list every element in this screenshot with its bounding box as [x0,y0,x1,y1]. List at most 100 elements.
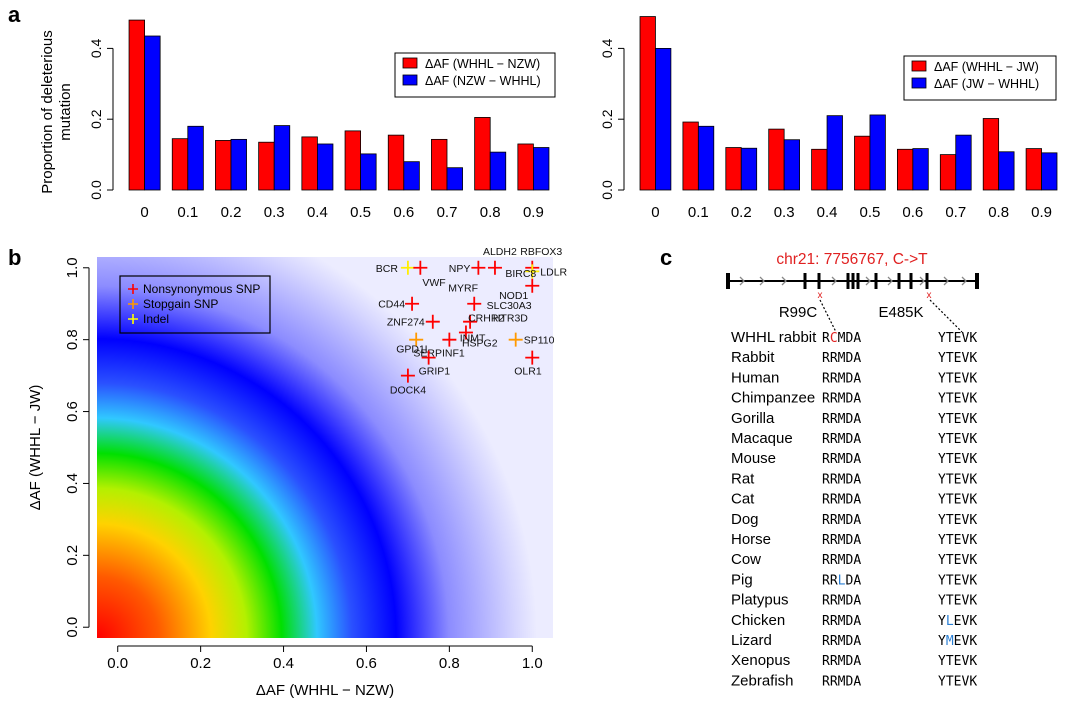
strand-arrow-icon [961,276,967,286]
exon-mark [925,273,929,289]
scatter-plot: 0.0 0.2 0.4 0.6 0.8 1.0 0.0 0.2 0.4 0.6 0.8 1.0 ΔAF … [27,246,568,699]
y-tick-label: 0.8 [64,329,81,350]
legend-swatch [402,74,418,86]
point-nod1 [525,278,540,293]
bar-red-0.7 [939,154,957,191]
pointer-line [819,299,837,333]
x-tick-label: 0.8 [988,204,1009,221]
legend-label: ΔAF (WHHL − NZW) [425,57,540,71]
point-label-vwf: VWF [422,277,445,289]
sequence-e485k: YTEVK [938,371,977,386]
bar-blue-0.2 [230,138,247,191]
strand-arrow-icon [781,276,787,286]
sequence-e485k: YTEVK [938,432,977,447]
x-tick-label: 0.9 [523,204,544,221]
mutation-title: chr21: 7756767, C->T [776,251,928,268]
legend-label: ΔAF (NZW − WHHL) [425,74,541,88]
bar-blue-0.6 [912,148,929,191]
y-tick-label: 0.2 [64,545,81,566]
bar-blue-0.7 [446,167,463,191]
x-tick-label: 0.6 [902,204,923,221]
y-tick-label: 1.0 [64,257,81,278]
sequence-r99c: RRMDA [822,634,861,649]
legend-label: Stopgain SNP [143,297,218,311]
heatmap-background [97,257,553,638]
sequence-r99c: RRMDA [822,654,861,669]
x-axis-label: ΔAF (WHHL − NZW) [256,682,394,699]
species-name: Cat [731,491,755,508]
sequence-r99c: RRMDA [822,513,861,528]
y-tick-label: 0.6 [64,401,81,422]
bar-blue-0 [655,48,672,191]
point-znf274 [425,314,440,329]
bar-red-0.4 [811,148,828,191]
point-label-cd44: CD44 [378,299,405,311]
species-name: Rabbit [731,349,775,366]
bar-blue-0.8 [998,151,1015,191]
bar-red-0.7 [431,138,448,191]
sequence-e485k: YTEVK [938,351,977,366]
point-label-bcr: BCR [376,263,399,275]
bar-blue-0.1 [187,125,204,191]
point-label-gpd1l: GPD1L [396,344,431,356]
point-ldlr [525,264,540,279]
y-tick-label: 0.0 [599,180,615,200]
sequence-r99c: RRMDA [822,614,861,629]
sequence-e485k: YTEVK [938,331,977,346]
legend-box [903,55,1057,101]
pointer-line [929,299,963,333]
sequence-e485k: YTEVK [938,533,977,548]
x-tick-label: 0.2 [221,204,242,221]
sequence-r99c: RCMDA [822,331,861,346]
bar-blue-0.5 [869,114,886,191]
species-name: Cow [731,551,761,568]
species-name: Xenopus [731,652,790,669]
x-tick-label: 0.4 [307,204,328,221]
x-tick-label: 0.2 [731,204,752,221]
legend-swatch [402,57,418,69]
y-tick-label: 0.4 [64,473,81,494]
exon-mark [851,273,855,289]
sequence-r99c: RRMDA [822,472,861,487]
x-tick-label: 0.0 [107,655,128,672]
exon-mark [874,273,878,289]
bar-blue-0.3 [273,125,291,191]
x-tick-label: 0.6 [393,204,414,221]
bar-red-0.2 [725,147,742,191]
bar-red-0.5 [344,130,362,191]
bar-blue-0.5 [360,153,377,191]
sequence-r99c: RRMDA [822,493,861,508]
point-aldh2 [487,260,502,275]
strand-arrow-icon [943,276,949,286]
x-tick-label: 0.6 [356,655,377,672]
x-tick-label: 0.7 [437,204,458,221]
bar-red-0.3 [768,128,785,191]
strand-arrow-icon [919,276,925,286]
legend-swatch [911,60,927,72]
sequence-r99c: RRMDA [822,432,861,447]
species-name: Mouse [731,450,776,467]
point-crhr2 [463,314,478,329]
strand-arrow-icon [759,276,765,286]
bar-red-0.2 [215,140,232,191]
mutation-label-e485k: E485K [878,304,923,321]
x-tick-label: 0.4 [273,655,294,672]
sequence-e485k: YTEVK [938,452,977,467]
exon-mark [909,273,913,289]
bar-blue-0.4 [826,115,843,191]
sequence-e485k: YTEVK [938,654,977,669]
x-tick-label: 1.0 [522,655,543,672]
sequence-e485k: YTEVK [938,412,977,427]
sequence-e485k: YMEVK [938,634,977,649]
strand-arrow-icon [887,276,893,286]
species-name: Chicken [731,612,785,629]
species-name: Dog [731,511,759,528]
exon-mark [856,273,860,289]
sequence-r99c: RRMDA [822,553,861,568]
sequence-r99c: RRMDA [822,452,861,467]
bar-blue-0.2 [740,147,758,191]
bar-blue-0.3 [783,139,800,191]
x-tick-label: 0.7 [945,204,966,221]
